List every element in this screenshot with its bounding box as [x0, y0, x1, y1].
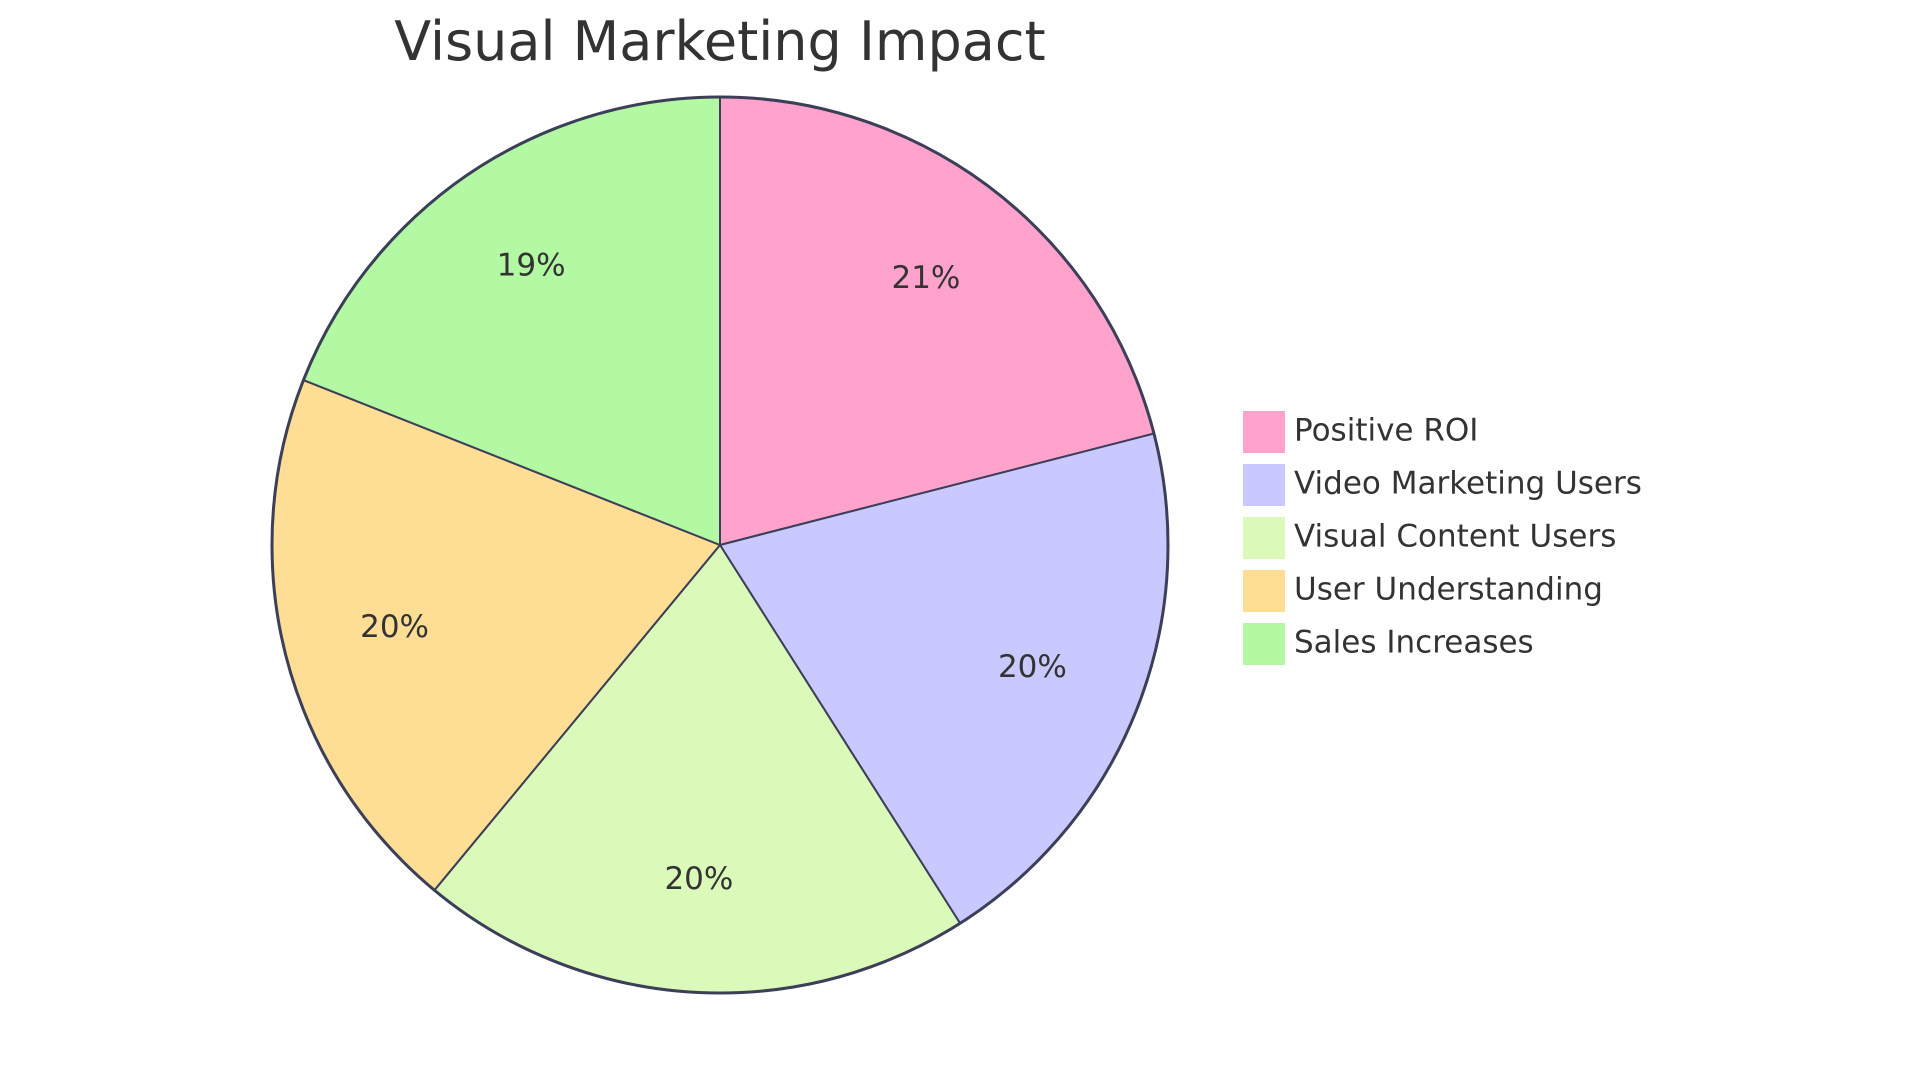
legend-swatch	[1241, 462, 1287, 508]
legend-label: Sales Increases	[1294, 625, 1534, 661]
legend-swatch	[1241, 409, 1287, 455]
slice-label-video-marketing-users: 20%	[998, 649, 1067, 685]
legend-label: User Understanding	[1294, 572, 1603, 608]
legend-label: Visual Content Users	[1294, 519, 1616, 555]
legend-item-user-understanding: User Understanding	[1241, 568, 1603, 614]
legend-item-video-marketing-users: Video Marketing Users	[1241, 462, 1642, 508]
legend-label: Positive ROI	[1294, 413, 1478, 449]
legend-swatch	[1241, 621, 1287, 667]
legend-swatch	[1241, 568, 1287, 614]
legend-label: Video Marketing Users	[1294, 466, 1642, 502]
slice-label-sales-increases: 19%	[497, 248, 566, 284]
legend-item-positive-roi: Positive ROI	[1241, 409, 1478, 455]
chart-title: Visual Marketing Impact	[394, 10, 1045, 73]
slice-label-positive-roi: 21%	[891, 260, 960, 296]
legend-item-sales-increases: Sales Increases	[1241, 621, 1534, 667]
pie-outline	[270, 95, 1170, 995]
pie-slices	[271, 95, 1169, 994]
legend: Positive ROI Video Marketing Users Visual …	[1241, 409, 1642, 667]
slice-labels: 21% 20% 20% 20% 19%	[360, 248, 1067, 897]
slice-label-visual-content-users: 20%	[664, 861, 733, 897]
slice-label-user-understanding: 20%	[360, 609, 429, 645]
legend-swatch	[1241, 515, 1287, 561]
legend-item-visual-content-users: Visual Content Users	[1241, 515, 1616, 561]
